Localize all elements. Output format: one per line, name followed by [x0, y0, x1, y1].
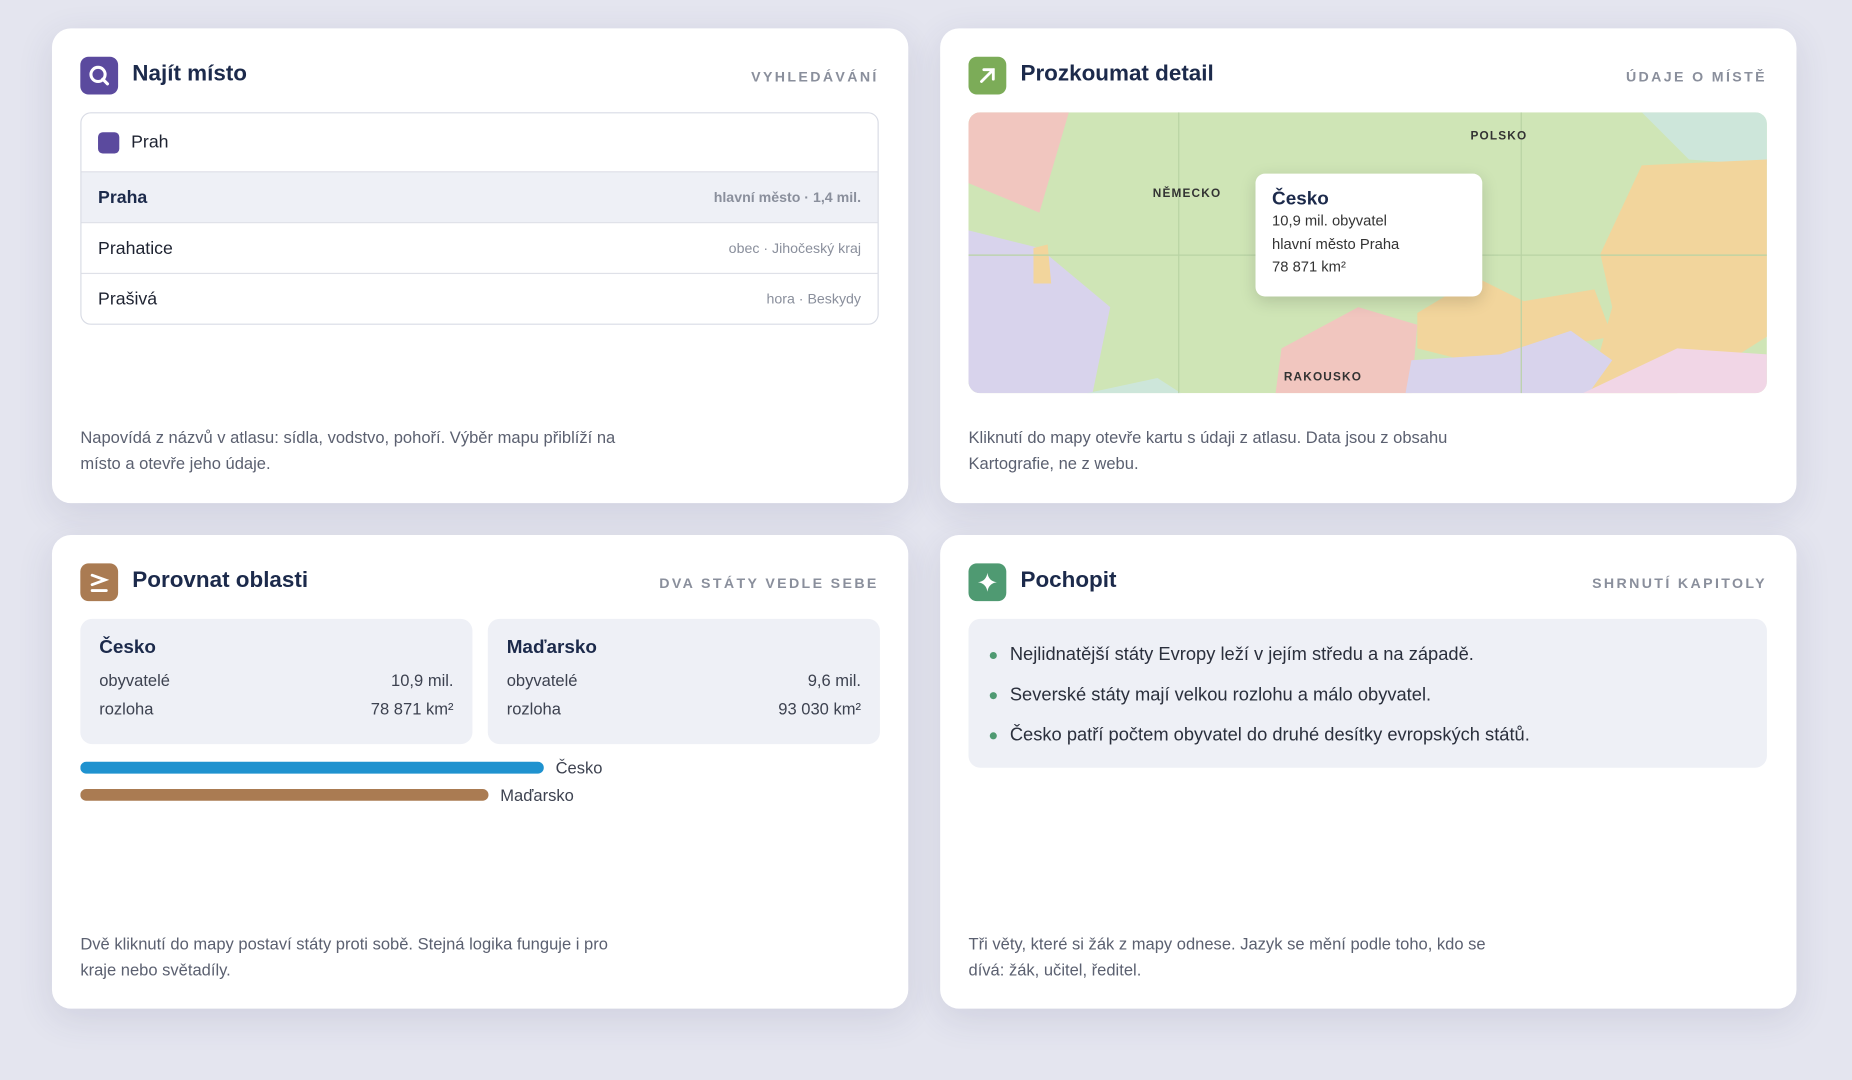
result-name: Prahatice: [98, 237, 173, 259]
search-input[interactable]: Prah: [81, 113, 877, 171]
region-name: Maďarsko: [506, 637, 597, 658]
region-row: rozloha 93 030 km²: [507, 694, 861, 722]
summary-box: Nejlidnatější státy Evropy leží v jejím …: [968, 618, 1767, 768]
row-value: 10,9 mil.: [391, 670, 454, 690]
row-value: 78 871 km²: [370, 699, 454, 719]
result-row[interactable]: Prašivá hora · Beskydy: [81, 272, 878, 324]
map-shapes: NĚMECKO POLSKO RAKOUSKO: [968, 112, 1767, 394]
map-label: NĚMECKO: [1153, 186, 1222, 200]
results: Praha hlavní město · 1,4 mil. Prahatice obe…: [81, 171, 878, 324]
bar-label: Maďarsko: [500, 786, 573, 805]
bar: [80, 788, 489, 801]
summary-point: Severské státy mají velkou rozlohu a mál…: [990, 676, 1767, 716]
card-tag: DVA STÁTY VEDLE SEBE: [659, 575, 879, 592]
row-label: rozloha: [506, 699, 561, 719]
bar-label: Česko: [556, 759, 603, 778]
popup-title: Česko: [1272, 188, 1329, 210]
result-meta: hora · Beskydy: [766, 290, 862, 308]
card-tag: ÚDAJE O MÍSTĚ: [1625, 68, 1767, 86]
compare-icon: [80, 563, 119, 602]
popup-line: 10,9 mil. obyvatel: [1272, 212, 1387, 230]
card-title: Porovnat oblasti: [132, 568, 309, 593]
input-icon: [98, 131, 120, 153]
card-tag: VYHLEDÁVÁNÍ: [751, 68, 879, 86]
popup-line: hlavní město Praha: [1272, 235, 1400, 253]
card-title: Najít místo: [132, 61, 247, 87]
summary-point: Nejlidnatější státy Evropy leží v jejím …: [990, 635, 1767, 675]
map-label: RAKOUSKO: [1284, 369, 1362, 383]
detail-card: Prozkoumat detail ÚDAJE O MÍSTĚ NĚMECKO …: [940, 28, 1797, 504]
search-box: Prah Praha hlavní město · 1,4 mil. Prahati…: [80, 112, 879, 325]
row-value: 93 030 km²: [778, 699, 862, 719]
search-card: Najít místo VYHLEDÁVÁNÍ Prah Praha hlavní…: [51, 28, 909, 504]
result-name: Prašivá: [98, 288, 158, 309]
popup-line: 78 871 km²: [1272, 258, 1346, 276]
row-label: obyvatelé: [506, 670, 578, 690]
result-row[interactable]: Prahatice obec · Jihočeský kraj: [81, 222, 878, 273]
region-box: Maďarsko obyvatelé 9,6 mil. rozloha 93 030 k…: [487, 618, 880, 745]
card-tag: SHRNUTÍ KAPITOLY: [1592, 575, 1767, 592]
region-row: obyvatelé 9,6 mil.: [507, 666, 861, 694]
result-meta: hlavní město · 1,4 mil.: [713, 188, 862, 206]
card-note: Kliknutí do mapy otevře kartu s údaji z …: [968, 427, 1448, 473]
result-meta: obec · Jihočeský kraj: [728, 239, 862, 257]
map-label: POLSKO: [1470, 128, 1527, 142]
card-note: Dvě kliknutí do mapy postaví státy proti…: [80, 934, 608, 980]
row-label: obyvatelé: [99, 670, 171, 690]
bar-chart: Česko Maďarsko: [80, 759, 603, 805]
card-title: Pochopit: [1020, 568, 1117, 593]
summary-point: Česko patří počtem obyvatel do druhé des…: [990, 716, 1767, 756]
result-name: Praha: [98, 187, 148, 208]
detail-icon: [968, 56, 1007, 95]
region-box: Česko obyvatelé 10,9 mil. rozloha 78 871 km²: [80, 618, 473, 745]
result-row[interactable]: Praha hlavní město · 1,4 mil.: [81, 171, 878, 223]
bar: [80, 761, 544, 774]
region-row: obyvatelé 10,9 mil.: [99, 666, 453, 694]
compare-card: Porovnat oblasti DVA STÁTY VEDLE SEBE Če…: [51, 535, 909, 1009]
map-popup: Česko 10,9 mil. obyvatel hlavní město Pr…: [1255, 173, 1483, 297]
region-row: rozloha 78 871 km²: [99, 694, 453, 722]
card-note: Napovídá z názvů v atlasu: sídla, vodstv…: [80, 427, 616, 473]
region-name: Česko: [99, 637, 156, 658]
summary-card: Pochopit SHRNUTÍ KAPITOLY Nejlidnatější …: [940, 535, 1797, 1009]
row-value: 9,6 mil.: [807, 670, 862, 690]
summary-icon: [968, 563, 1007, 602]
card-note: Tři věty, které si žák z mapy odnese. Ja…: [968, 934, 1486, 980]
row-label: rozloha: [99, 699, 154, 719]
query: Prah: [131, 132, 169, 153]
map[interactable]: NĚMECKO POLSKO RAKOUSKO Česko 10,9 mil. …: [968, 112, 1767, 394]
search-icon: [80, 56, 119, 95]
card-title: Prozkoumat detail: [1020, 61, 1214, 87]
